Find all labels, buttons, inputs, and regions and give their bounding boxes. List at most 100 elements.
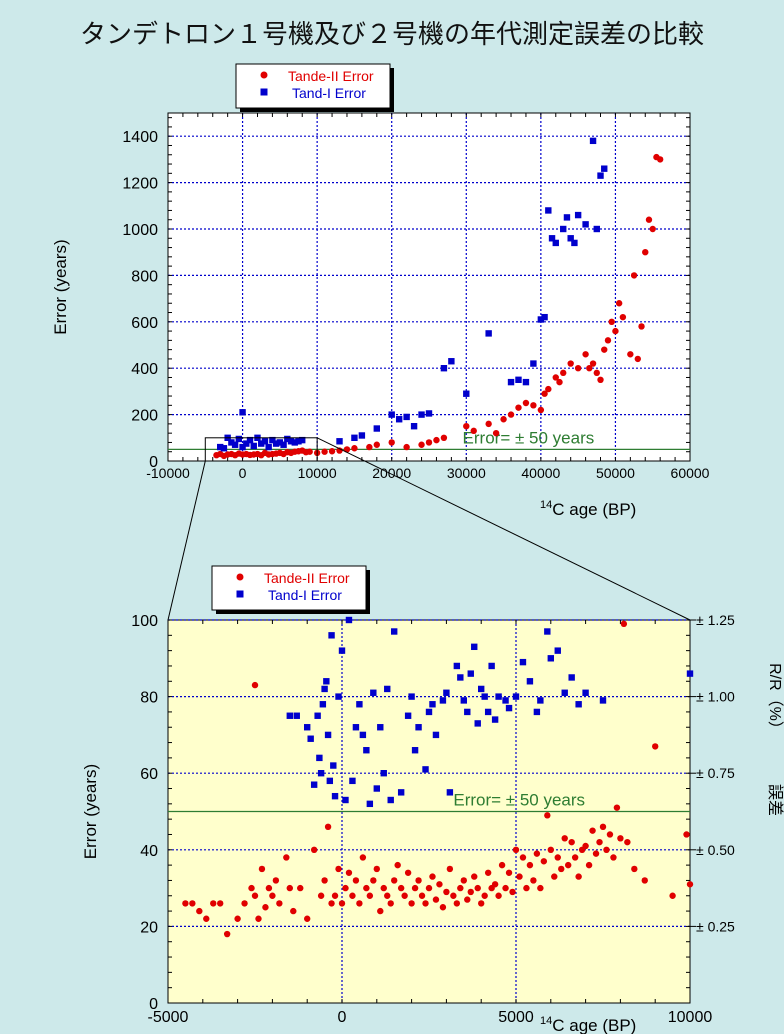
data-point-tande-ii [366, 892, 374, 899]
data-point-tande-ii [422, 900, 429, 907]
data-point-tande-ii [359, 854, 367, 861]
data-point-tande-ii [526, 861, 534, 869]
y-tick-label: 0 [149, 454, 158, 471]
y-tick-label: 100 [131, 613, 158, 630]
data-point-tand-i [446, 789, 454, 796]
data-point-tande-ii [540, 858, 548, 865]
data-point-tand-i [330, 762, 337, 769]
reference-line-label: Error= ± 50 years [463, 428, 595, 447]
data-point-tand-i [380, 770, 387, 777]
data-point-tande-ii [457, 884, 464, 892]
data-point-tand-i [321, 685, 328, 693]
data-point-tande-ii [433, 436, 440, 444]
data-point-tande-ii [556, 378, 563, 386]
data-point-tand-i [548, 235, 556, 242]
chart-1: Error= ± 50 years-10000 0 10000 20000 30000 4… [51, 63, 710, 519]
data-point-tande-ii [592, 850, 600, 857]
data-point-tand-i [342, 796, 349, 804]
data-point-tand-i [363, 747, 370, 754]
data-point-tande-ii [306, 448, 313, 455]
x-axis-label: 14C age (BP) [540, 1015, 636, 1034]
data-point-tande-ii [370, 877, 377, 884]
data-point-tande-ii [321, 448, 328, 455]
data-point-tande-ii [627, 351, 634, 358]
data-point-tande-ii [617, 835, 624, 842]
data-point-tande-ii [560, 369, 567, 377]
data-point-tande-ii [429, 873, 436, 880]
legend-marker-tande-ii [236, 573, 244, 581]
data-point-tande-ii [450, 892, 457, 899]
data-point-tande-ii [425, 884, 433, 892]
y-tick-label: 400 [131, 361, 158, 378]
data-point-tande-ii [440, 434, 448, 441]
data-point-tand-i [491, 716, 499, 723]
y-tick-label: 60 [140, 766, 158, 783]
data-point-tande-ii [604, 337, 612, 344]
data-point-tand-i [415, 724, 422, 731]
data-point-tande-ii [649, 225, 656, 233]
data-point-tande-ii [248, 884, 255, 892]
data-point-tande-ii [638, 323, 645, 330]
data-point-tand-i [686, 670, 694, 677]
data-point-tand-i [388, 411, 395, 418]
data-point-tand-i [453, 662, 461, 670]
data-point-tande-ii [642, 249, 649, 256]
data-point-tande-ii [373, 441, 380, 448]
data-point-tand-i [319, 701, 327, 708]
data-point-tand-i [537, 316, 545, 323]
x-tick-label: 10000 [298, 465, 337, 481]
data-point-tande-ii [380, 884, 387, 892]
data-point-tande-ii [283, 854, 290, 861]
y-tick-label: 1000 [122, 222, 158, 239]
legend-marker-tand-i [236, 590, 244, 598]
data-point-tand-i [349, 777, 356, 785]
data-point-tand-i [448, 358, 455, 365]
data-point-tand-i [601, 165, 608, 172]
data-point-tande-ii [589, 360, 597, 367]
zoom-box [204, 437, 318, 462]
data-point-tande-ii [234, 915, 241, 922]
data-point-tande-ii [411, 884, 419, 892]
data-point-tand-i [575, 701, 582, 708]
data-point-tand-i [512, 693, 520, 700]
data-point-tande-ii [515, 404, 522, 411]
data-point-tand-i [425, 410, 433, 417]
data-point-tande-ii [669, 892, 676, 899]
data-point-tande-ii [500, 416, 507, 423]
data-point-tande-ii [404, 869, 412, 876]
data-point-tand-i [571, 239, 578, 247]
data-point-tande-ii [485, 420, 492, 428]
data-point-tande-ii [558, 865, 565, 873]
data-point-tande-ii [641, 877, 648, 884]
data-point-tand-i [276, 439, 284, 446]
x-axis-label: 14C age (BP) [540, 499, 636, 519]
data-point-tande-ii [533, 850, 541, 857]
data-point-tande-ii [634, 355, 641, 363]
x-tick-label: 5000 [498, 1009, 534, 1026]
data-point-tand-i [545, 207, 552, 214]
data-point-tande-ii [596, 838, 603, 846]
zoom-line-left [167, 460, 206, 621]
data-point-tande-ii [582, 351, 589, 358]
y2-tick-label: ± 0.25 [696, 918, 735, 934]
data-point-tand-i [377, 724, 384, 731]
x-tick-label: 30000 [447, 465, 486, 481]
data-point-tand-i [425, 708, 433, 716]
y-tick-label: 600 [131, 315, 158, 332]
data-point-tand-i [403, 413, 410, 421]
y-tick-label: 0 [149, 996, 158, 1013]
data-point-tand-i [488, 662, 495, 670]
data-point-tande-ii [631, 865, 638, 873]
data-point-tande-ii [502, 884, 509, 892]
data-point-tande-ii [544, 812, 551, 819]
legend-label: Tande-II Error [264, 570, 350, 586]
data-point-tand-i [239, 443, 246, 451]
data-point-tande-ii [624, 838, 631, 846]
data-point-tand-i [526, 678, 534, 685]
data-point-tande-ii [478, 900, 485, 907]
data-point-tand-i [345, 616, 353, 624]
data-point-tand-i [505, 704, 513, 712]
data-point-tande-ii [388, 439, 395, 446]
data-point-tand-i [471, 643, 478, 651]
data-point-tand-i [231, 441, 239, 448]
